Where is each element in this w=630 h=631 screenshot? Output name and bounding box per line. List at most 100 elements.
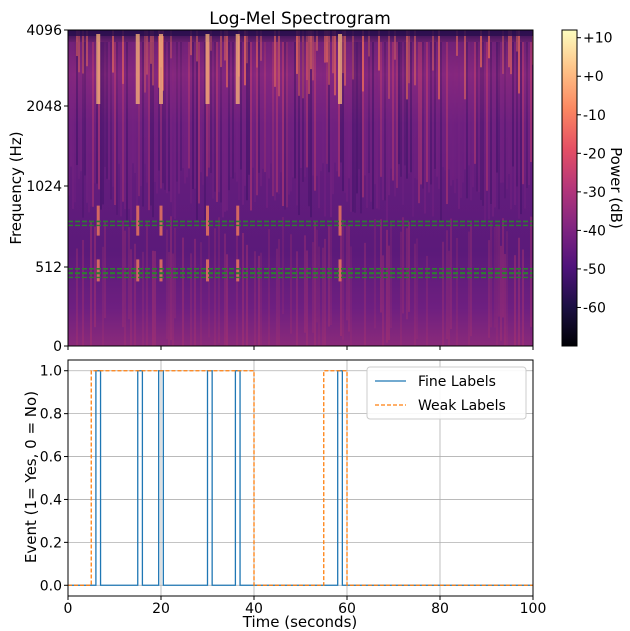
spectrogram-texture-stripe: [160, 42, 162, 189]
spectrogram-texture-stripe: [336, 42, 338, 172]
colorbar-tick-label: -20: [583, 146, 606, 162]
spectrogram-texture-stripe: [112, 30, 114, 73]
labels-y-tick-label: 0.4: [40, 492, 62, 508]
spectrogram-texture-stripe: [240, 42, 242, 170]
spectrogram-event-column: [235, 34, 240, 104]
labels-y-label: Event (1= Yes, 0 = No): [22, 391, 40, 563]
spectrogram-texture-stripe: [306, 30, 308, 81]
spectrogram-texture-stripe: [88, 42, 90, 213]
spectrogram-texture-stripe: [254, 251, 256, 346]
spectrogram-texture-stripe: [488, 42, 490, 220]
spectrogram-texture-stripe: [330, 226, 332, 326]
colorbar-tick-label: -30: [583, 185, 606, 201]
spectrogram-texture-stripe: [252, 42, 254, 168]
spectrogram-texture-stripe: [268, 228, 270, 346]
spectrogram-texture-stripe: [398, 42, 400, 165]
spectrogram-texture-stripe: [228, 42, 230, 191]
spectrogram-texture-stripe: [456, 30, 458, 56]
spectrogram-texture-stripe: [82, 239, 84, 346]
spectrogram-event-column: [96, 259, 100, 282]
spectrogram-texture-stripe: [208, 42, 210, 168]
spectrogram-top-band: [68, 30, 533, 36]
spectrogram-texture-stripe: [290, 42, 292, 192]
spectrogram-texture-stripe: [322, 247, 324, 346]
spectrogram-texture-stripe: [388, 42, 390, 196]
spectrogram-texture-stripe: [452, 42, 454, 181]
spectrogram-texture-stripe: [226, 30, 228, 88]
spectrogram-texture-stripe: [526, 42, 528, 189]
spectrogram-texture-stripe: [314, 42, 316, 191]
colorbar: [561, 29, 578, 347]
spectrogram-texture: [68, 30, 533, 346]
spectrogram-texture-stripe: [344, 42, 346, 193]
spectrogram-texture-stripe: [506, 231, 508, 346]
spectrogram-event-column: [205, 34, 210, 104]
spectrogram-event-column: [96, 34, 101, 104]
spectrogram-texture-stripe: [396, 42, 398, 188]
spectrogram-texture-stripe: [408, 42, 410, 174]
spectrogram-texture-stripe: [418, 42, 420, 204]
spectrogram-texture-stripe: [296, 30, 298, 74]
spectrogram-texture-stripe: [342, 30, 344, 74]
spectrogram-texture-stripe: [426, 255, 428, 346]
spectrogram-texture-stripe: [380, 219, 382, 313]
spectrogram-texture-stripe: [368, 30, 370, 57]
spectrogram-texture-stripe: [224, 30, 226, 61]
spectrogram-texture-stripe: [124, 42, 126, 210]
spectrogram-texture-stripe: [300, 42, 302, 169]
spectrogram-texture-stripe: [332, 42, 334, 195]
spectrogram-texture-stripe: [304, 235, 306, 333]
spectrogram-texture-stripe: [456, 42, 458, 179]
spectrogram-texture-stripe: [378, 42, 380, 210]
spectrogram-texture-stripe: [226, 254, 228, 346]
spectrogram-texture-stripe: [524, 42, 526, 209]
spectrogram-texture-stripe: [390, 42, 392, 169]
spectrogram-event-column: [236, 205, 240, 236]
spectrogram-texture-stripe: [94, 226, 96, 328]
spectrogram-texture-stripe: [450, 42, 452, 186]
spectrogram-texture-stripe: [348, 42, 350, 179]
spectrogram-texture-stripe: [518, 237, 520, 346]
spectrogram-event-column: [338, 34, 343, 104]
spectrogram-texture-stripe: [528, 42, 530, 186]
spectrogram-texture-stripe: [378, 30, 380, 71]
spectrogram-texture-stripe: [138, 42, 140, 197]
spectrogram-texture-stripe: [352, 30, 354, 80]
spectrogram-texture-stripe: [266, 42, 268, 208]
labels-y-tick-label: 0.2: [40, 535, 62, 551]
spectrogram-texture-stripe: [374, 42, 376, 185]
spectrogram-texture-stripe: [516, 42, 518, 187]
spectrogram-texture-stripe: [394, 30, 396, 60]
spectrogram-texture-stripe: [344, 30, 346, 86]
spectrogram-texture-stripe: [142, 42, 144, 207]
spectrogram-texture-stripe: [308, 42, 310, 207]
colorbar-tick-label: -60: [583, 300, 606, 316]
spectrogram-event-column: [236, 259, 240, 282]
spectrogram-texture-stripe: [510, 30, 512, 75]
spectrogram-texture-stripe: [126, 42, 128, 221]
spectrogram-texture-stripe: [184, 42, 186, 184]
spectrogram-texture-stripe: [218, 42, 220, 193]
spectrogram-texture-stripe: [182, 42, 184, 169]
spectrogram-texture-stripe: [406, 30, 408, 100]
spectrogram-texture-stripe: [506, 42, 508, 190]
spectrogram-texture-stripe: [122, 42, 124, 202]
spectrogram-texture-stripe: [304, 42, 306, 177]
spectrogram-texture-stripe: [176, 42, 178, 182]
spectrogram-texture-stripe: [446, 42, 448, 205]
spectrogram-texture-stripe: [146, 30, 148, 75]
spectrogram-texture-stripe: [324, 42, 326, 217]
spectrogram-texture-stripe: [190, 42, 192, 204]
spectrogram-texture-stripe: [210, 42, 212, 173]
spectrogram-texture-stripe: [302, 42, 304, 182]
colorbar-tick-label: +0: [583, 69, 604, 85]
spectrogram-texture-stripe: [360, 42, 362, 214]
spectrogram-texture-stripe: [322, 42, 324, 164]
spectrogram-texture-stripe: [384, 42, 386, 201]
spectrogram-texture-stripe: [530, 42, 532, 163]
spectrogram-texture-stripe: [78, 42, 80, 179]
spectrogram-texture-stripe: [118, 42, 120, 164]
spectrogram-texture-stripe: [210, 30, 212, 51]
spectrogram-event-column: [338, 205, 342, 236]
spectrogram-texture-stripe: [180, 42, 182, 171]
